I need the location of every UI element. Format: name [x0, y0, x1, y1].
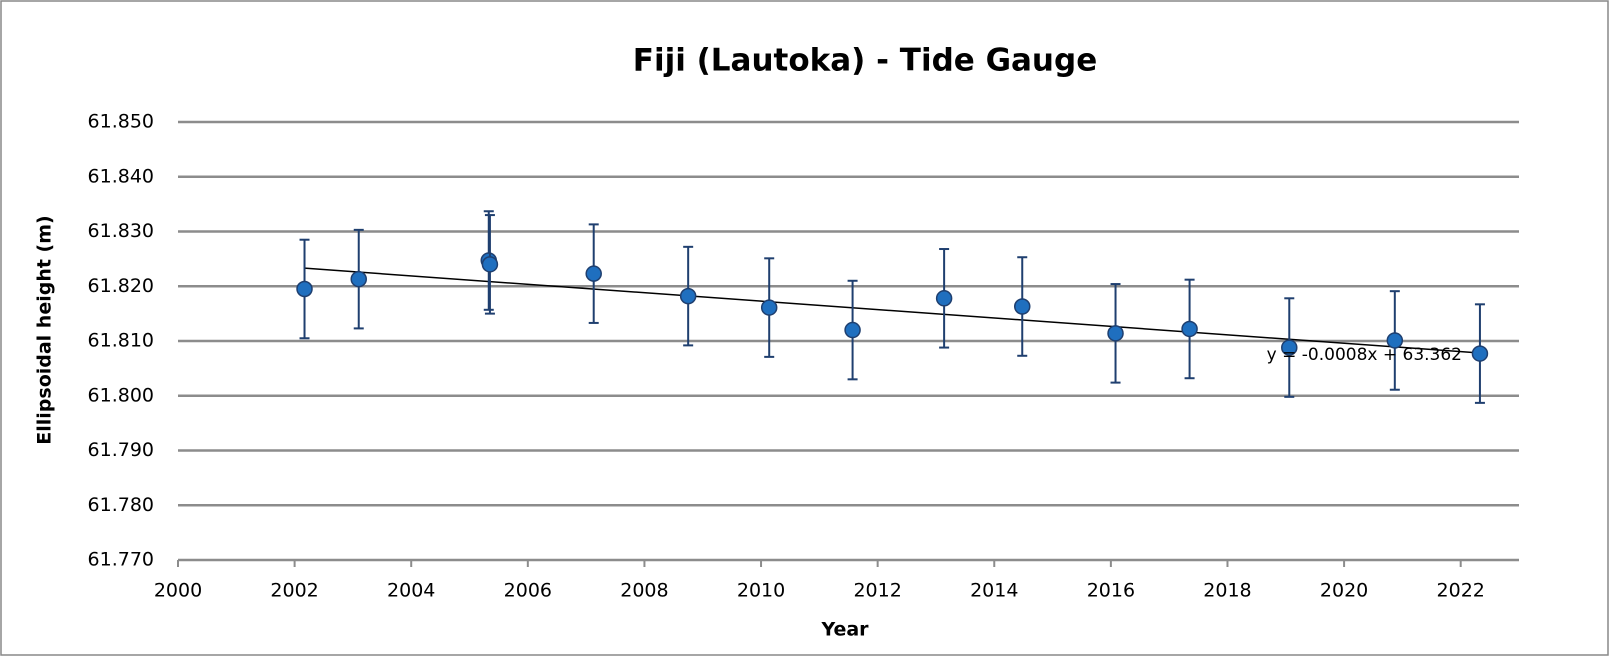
data-point [679, 287, 697, 305]
data-point [1107, 325, 1124, 342]
x-tick-label: 2002 [270, 580, 318, 602]
y-tick-label: 61.800 [88, 384, 154, 406]
x-tick-label: 2014 [970, 580, 1018, 602]
data-point [935, 290, 953, 307]
x-tick-label: 2016 [1087, 580, 1135, 602]
data-point [296, 280, 313, 298]
data-point [1013, 298, 1031, 315]
x-tick-label: 2012 [853, 580, 901, 602]
data-point [1471, 345, 1489, 362]
y-tick-label: 61.790 [88, 439, 154, 461]
y-tick-label: 61.810 [88, 330, 154, 352]
x-tick-label: 2018 [1203, 580, 1251, 602]
chart-title: Fiji (Lautoka) - Tide Gauge [633, 43, 1097, 79]
data-point [1181, 320, 1198, 338]
data-point [1386, 332, 1404, 349]
y-tick-label: 61.820 [88, 275, 154, 297]
x-tick-label: 2004 [387, 580, 435, 602]
data-point [585, 265, 602, 282]
data-point [481, 256, 499, 273]
trendline-label: y = -0.0008x + 63.362 [1267, 345, 1462, 365]
data-point [1281, 339, 1298, 356]
y-axis-label: Ellipsoidal height (m) [34, 215, 56, 444]
x-tick-label: 2022 [1437, 580, 1485, 602]
y-tick-label: 61.780 [88, 494, 154, 516]
x-tick-label: 2006 [504, 580, 552, 602]
data-point [844, 321, 861, 339]
x-tick-label: 2020 [1320, 580, 1368, 602]
x-tick-label: 2010 [737, 580, 785, 602]
y-tick-label: 61.770 [88, 549, 154, 571]
y-tick-label: 61.850 [88, 111, 154, 133]
y-tick-label: 61.830 [88, 220, 154, 242]
x-axis-label: Year [820, 619, 869, 641]
data-point [350, 270, 367, 288]
x-tick-label: 2008 [620, 580, 668, 602]
trendline [304, 267, 1480, 354]
x-tick-label: 2000 [154, 580, 202, 602]
data-point [760, 299, 778, 316]
y-tick-label: 61.840 [88, 165, 154, 187]
